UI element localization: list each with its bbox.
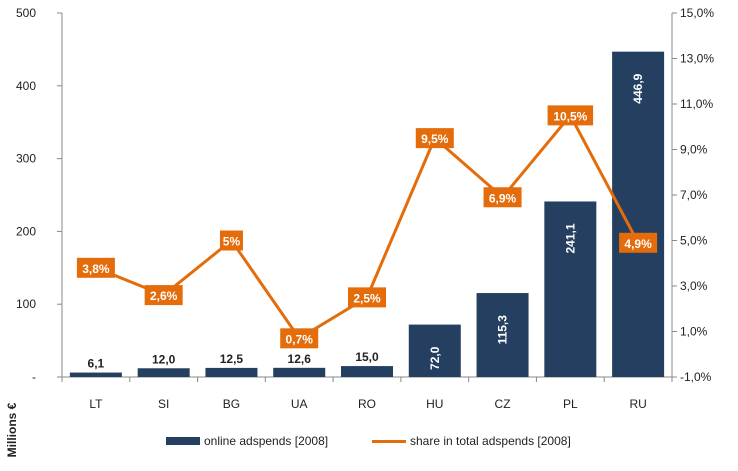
x-tick-label: BG — [223, 397, 240, 411]
legend-bar-swatch — [166, 437, 200, 445]
x-tick-label: SI — [158, 397, 169, 411]
line-point-marker — [144, 285, 183, 306]
line-value-label: 4,9% — [624, 237, 652, 251]
x-tick-label: LT — [89, 397, 103, 411]
data-labels: 6,1 12,0 12,5 12,6 15,0 72,0 115,3 241,1 446,9 3,… — [76, 73, 658, 371]
right-tick-label: -1,0% — [680, 370, 712, 384]
line-value-label: 2,5% — [353, 291, 381, 305]
bars — [69, 51, 665, 377]
left-tick-label: 200 — [16, 224, 36, 238]
y-axis-label: Millions € — [5, 402, 19, 457]
right-tick-label: 11,0% — [680, 97, 713, 111]
line-point-marker — [483, 187, 522, 208]
bar-value-label: 12,0 — [152, 352, 176, 366]
bar — [408, 324, 461, 377]
line-point-marker — [76, 257, 115, 278]
right-tick-label: 9,0% — [680, 143, 708, 157]
left-tick-label: - — [32, 370, 36, 384]
line-value-label: 2,6% — [150, 289, 178, 303]
legend-item-bars: online adspends [2008] — [166, 434, 328, 448]
line-value-label: 0,7% — [286, 332, 314, 346]
right-tick-label: 1,0% — [680, 325, 708, 339]
bar-value-label: 6,1 — [88, 357, 105, 371]
right-tick-label: 15,0% — [680, 6, 714, 20]
bar — [341, 366, 393, 377]
bar — [544, 201, 597, 377]
right-tick-label: 7,0% — [680, 188, 708, 202]
bar-value-label: 15,0 — [355, 350, 379, 364]
x-tick-label: UA — [291, 397, 308, 411]
bar — [137, 368, 190, 377]
bar — [476, 293, 529, 377]
bar — [69, 372, 122, 377]
x-tick-label: RO — [358, 397, 376, 411]
bar-value-label: 446,9 — [631, 73, 645, 103]
line-value-label: 6,9% — [489, 191, 517, 205]
x-tick-label: CZ — [495, 397, 511, 411]
bar-value-label: 241,1 — [563, 223, 577, 253]
bar — [205, 367, 258, 377]
axes: - 100 200 300 400 500 -1,0% 1,0% 3,0% 5,0% 7,0% 9,0… — [16, 6, 714, 411]
bar-value-label: 12,5 — [220, 352, 244, 366]
line-value-label: 10,5% — [553, 109, 587, 123]
line-point-marker — [619, 232, 658, 253]
left-tick-label: 400 — [16, 79, 36, 93]
line-point-marker — [280, 328, 319, 349]
right-tick-label: 3,0% — [680, 279, 708, 293]
x-tick-label: HU — [426, 397, 443, 411]
line-value-label: 3,8% — [82, 262, 110, 276]
legend-label-line: share in total adspends [2008] — [410, 434, 571, 448]
bar — [612, 51, 665, 377]
line-point-marker — [415, 128, 454, 149]
bar-value-label: 72,0 — [428, 346, 442, 370]
left-tick-label: 100 — [16, 297, 36, 311]
x-tick-label: RU — [629, 397, 646, 411]
line-value-label: 5% — [223, 235, 241, 249]
line-point-marker — [219, 230, 243, 251]
legend-line-swatch — [372, 439, 406, 443]
legend: online adspends [2008] share in total ad… — [0, 430, 738, 454]
x-tick-label: PL — [563, 397, 578, 411]
line-point-marker — [348, 287, 386, 308]
bar-value-label: 12,6 — [288, 352, 312, 366]
bar — [273, 367, 326, 377]
line-point-marker — [547, 105, 594, 126]
right-tick-label: 13,0% — [680, 52, 714, 66]
bar-value-label: 115,3 — [496, 315, 510, 345]
legend-item-line: share in total adspends [2008] — [372, 434, 571, 448]
left-tick-label: 300 — [16, 152, 36, 166]
legend-label-bars: online adspends [2008] — [204, 434, 329, 448]
right-tick-label: 5,0% — [680, 234, 708, 248]
line-value-label: 9,5% — [421, 132, 449, 146]
left-tick-label: 500 — [16, 6, 36, 20]
